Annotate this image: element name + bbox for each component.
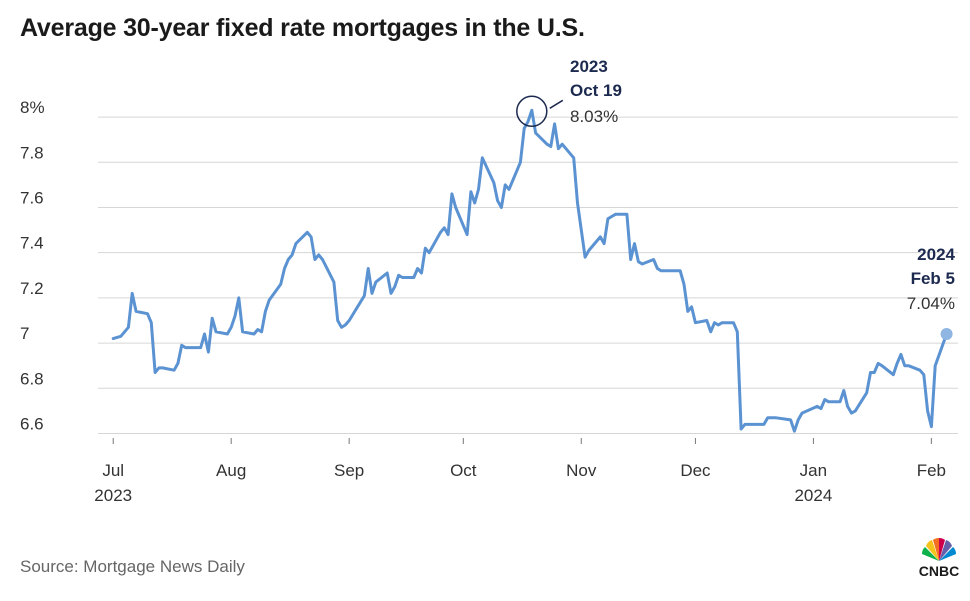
annotations: 2023 Oct 19 8.03% 2024 Feb 5 7.04%: [516, 57, 956, 341]
x-tick-label: Jan: [800, 461, 827, 480]
x-tick-label: Oct: [450, 461, 477, 480]
peak-year-label: 2023: [570, 57, 608, 76]
y-tick-label: 7.6: [20, 188, 44, 207]
logo-wordmark: CNBC: [919, 563, 959, 579]
x-tick-label: Dec: [680, 461, 711, 480]
y-axis-tick-labels: 6.6 6.8 7 7.2 7.4 7.6 7.8 8%: [20, 98, 45, 433]
grid-lines: [98, 116, 958, 434]
end-value-label: 7.04%: [907, 294, 955, 313]
peak-leader: [549, 99, 564, 109]
x-tick-year-label: 2023: [94, 486, 132, 505]
x-tick-label: Feb: [917, 461, 946, 480]
x-axis: Jul 2023 Aug Sep Oct Nov Dec Jan 2024 Feb: [94, 438, 946, 505]
y-tick-label: 7.8: [20, 143, 44, 162]
y-tick-label: 8%: [20, 98, 45, 117]
y-tick-label: 6.8: [20, 369, 44, 388]
x-tick-label: Sep: [334, 461, 364, 480]
x-tick-label: Aug: [216, 461, 246, 480]
peak-marker: [516, 95, 548, 128]
x-tick-label: Jul: [102, 461, 124, 480]
end-point-marker: [940, 328, 953, 341]
peak-date-label: Oct 19: [570, 81, 622, 100]
cnbc-logo: CNBC: [919, 537, 959, 579]
peacock-icon: [921, 537, 957, 561]
peak-value-label: 8.03%: [570, 107, 618, 126]
x-tick-label: Nov: [566, 461, 597, 480]
x-tick-year-label: 2024: [794, 486, 832, 505]
y-tick-label: 7: [20, 324, 29, 343]
end-date-label: Feb 5: [911, 269, 955, 288]
y-tick-label: 6.6: [20, 414, 44, 433]
end-year-label: 2024: [917, 245, 955, 264]
y-tick-label: 7.2: [20, 279, 44, 298]
series-line-mortgage-rate: [111, 108, 949, 433]
source-note: Source: Mortgage News Daily: [20, 557, 245, 576]
line-chart: 6.6 6.8 7 7.2 7.4 7.6 7.8 8% Jul 2023 Aug Sep Oct No…: [20, 57, 958, 505]
y-tick-label: 7.4: [20, 234, 44, 253]
chart-title: Average 30-year fixed rate mortgages in …: [20, 14, 585, 42]
